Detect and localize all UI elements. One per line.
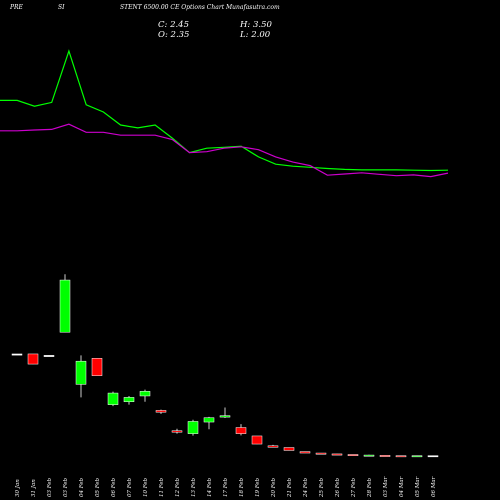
candle	[219, 407, 231, 418]
candle	[395, 455, 407, 458]
candle-body	[139, 391, 151, 397]
candle-body	[75, 360, 87, 385]
x-tick-label: 14 Feb	[207, 477, 213, 497]
candle-body	[347, 454, 359, 456]
x-tick-label: 18 Feb	[239, 477, 245, 497]
ma-line-1	[0, 49, 449, 172]
candle	[11, 353, 23, 356]
x-tick-label: 27 Feb	[351, 477, 357, 498]
candle-body	[363, 454, 375, 457]
chart-title: STENT 6500.00 CE Options Chart Munafasut…	[120, 4, 280, 11]
candle-body	[379, 455, 391, 457]
x-tick-label: 24 Feb	[303, 477, 309, 498]
candle	[283, 447, 295, 451]
candle	[299, 451, 311, 454]
candle	[267, 444, 279, 448]
candle	[363, 454, 375, 457]
x-tick-label: 06 Mar	[431, 476, 437, 497]
x-tick-label: 26 Feb	[335, 477, 341, 498]
x-tick-label: 19 Feb	[255, 477, 261, 497]
moving-average-layer	[0, 49, 449, 178]
candle	[43, 355, 55, 357]
candle-body	[235, 427, 247, 434]
x-axis-ticks: 30 Jan 31 Jan 03 Feb 03 Feb 04 Feb 05 Feb 06 F…	[15, 476, 437, 498]
candle-body	[11, 353, 23, 356]
candle-body	[283, 447, 295, 451]
candle	[203, 416, 215, 430]
symbol-left: PRE	[10, 4, 23, 11]
x-tick-label: 11 Feb	[159, 477, 165, 497]
x-tick-label: 30 Jan	[15, 479, 21, 497]
candle	[379, 455, 391, 457]
symbol-mid: SI	[58, 4, 65, 11]
candle	[411, 455, 423, 458]
candle-body	[91, 358, 103, 376]
candle-body	[267, 445, 279, 448]
candle-body	[123, 397, 135, 403]
candle-body	[107, 392, 119, 405]
candle	[171, 428, 183, 434]
candle	[315, 452, 327, 455]
x-tick-label: 28 Feb	[367, 477, 373, 498]
candle-body	[203, 417, 215, 423]
open-value: O: 2.35	[158, 30, 190, 40]
candle	[187, 419, 199, 436]
x-tick-label: 12 Feb	[175, 477, 181, 497]
candle	[251, 435, 263, 445]
x-tick-label: 13 Feb	[191, 477, 197, 497]
x-tick-label: 05 Mar	[415, 476, 421, 497]
candle	[347, 454, 359, 456]
high-value: H: 3.50	[240, 20, 272, 30]
candle	[235, 424, 247, 436]
candle	[107, 391, 119, 407]
candle	[331, 453, 343, 456]
candle-body	[427, 455, 439, 458]
candle-body	[299, 451, 311, 454]
ma-line-2	[0, 123, 449, 178]
candle	[123, 395, 135, 405]
candle-body	[43, 355, 55, 357]
x-tick-label: 03 Feb	[63, 477, 69, 497]
candle	[75, 355, 87, 398]
candle	[427, 455, 439, 458]
candle	[155, 409, 167, 414]
x-tick-label: 07 Feb	[127, 477, 133, 497]
x-tick-label: 17 Feb	[223, 477, 229, 497]
candle-body	[331, 453, 343, 456]
x-tick-label: 04 Feb	[79, 477, 85, 497]
x-tick-label: 31 Jan	[31, 479, 37, 497]
candle-body	[155, 410, 167, 413]
x-tick-label: 21 Feb	[287, 477, 293, 498]
x-tick-label: 06 Feb	[111, 477, 117, 497]
candle-body	[171, 430, 183, 433]
candle	[59, 274, 71, 333]
candle-body	[251, 435, 263, 445]
close-value: C: 2.45	[158, 20, 189, 30]
x-tick-label: 25 Feb	[319, 477, 325, 498]
candle	[139, 389, 151, 402]
x-tick-label: 05 Feb	[95, 477, 101, 497]
candle-body	[395, 455, 407, 458]
x-tick-label: 03 Mar	[383, 476, 389, 497]
candle-body	[187, 421, 199, 434]
low-value: L: 2.00	[240, 30, 271, 40]
candle	[27, 353, 39, 365]
candle-body	[27, 353, 39, 365]
candle-body	[315, 452, 327, 455]
x-tick-label: 04 Mar	[399, 476, 405, 497]
candle-body	[411, 455, 423, 458]
x-tick-label: 10 Feb	[143, 477, 149, 497]
candles-layer	[11, 274, 439, 458]
x-tick-label: 03 Feb	[47, 477, 53, 497]
candle-body	[219, 415, 231, 418]
candle	[91, 358, 103, 376]
candle-body	[59, 279, 71, 333]
x-tick-label: 20 Feb	[271, 477, 277, 498]
